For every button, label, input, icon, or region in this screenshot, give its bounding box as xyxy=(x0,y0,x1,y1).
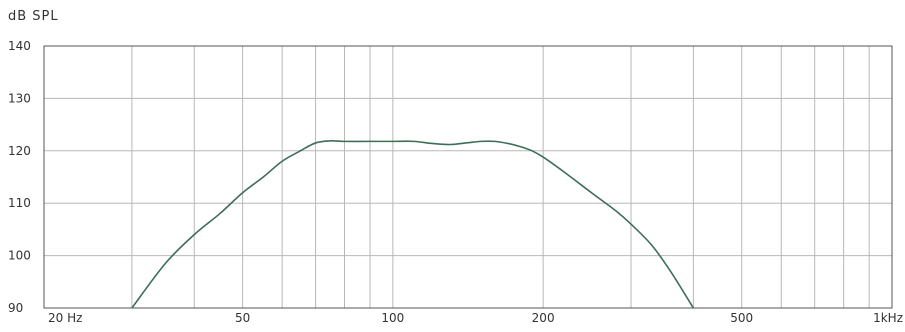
x-tick-label: 100 xyxy=(381,311,404,325)
x-tick-label: 1kHz xyxy=(873,311,903,325)
x-tick-label: 20 Hz xyxy=(48,311,82,325)
y-tick-label: 100 xyxy=(8,249,31,263)
y-tick-label: 130 xyxy=(8,91,31,105)
y-tick-label: 110 xyxy=(8,196,31,210)
plot-area-border xyxy=(43,45,893,309)
x-tick-label: 500 xyxy=(730,311,753,325)
tick-labels: 90 100 110 120 130 140 20 Hz 50 100 200 500 1kHz xyxy=(8,39,903,325)
y-tick-label: 90 xyxy=(8,301,23,315)
y-tick-label: 120 xyxy=(8,144,31,158)
x-tick-label: 200 xyxy=(532,311,555,325)
x-tick-label: 50 xyxy=(235,311,250,325)
y-tick-label: 140 xyxy=(8,39,31,53)
series xyxy=(131,139,695,309)
y-axis-label: dB SPL xyxy=(8,9,59,24)
series-line xyxy=(131,139,695,309)
grid xyxy=(44,45,893,309)
